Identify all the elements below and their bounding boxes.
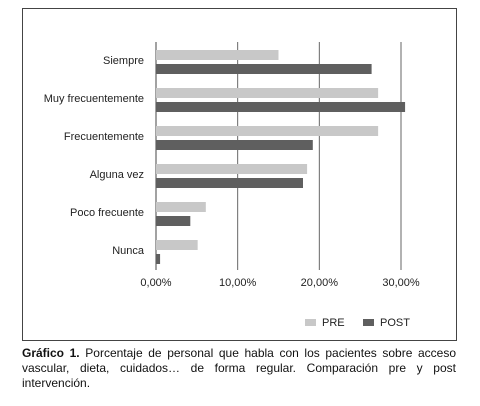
- bar: [156, 254, 161, 264]
- bar: [156, 88, 379, 98]
- bar: [156, 126, 379, 136]
- chart-frame: [22, 8, 457, 341]
- x-tick-label: 20,00%: [301, 277, 339, 289]
- caption-label: Gráfico 1.: [22, 346, 80, 360]
- bar: [156, 178, 303, 188]
- y-tick-label: Nunca: [112, 245, 145, 257]
- caption-text: Porcentaje de personal que habla con los…: [22, 346, 457, 390]
- legend-swatch: [305, 319, 316, 326]
- bar: [156, 216, 191, 226]
- legend-label: POST: [380, 317, 410, 329]
- bar: [156, 102, 406, 112]
- legend-swatch: [363, 319, 374, 326]
- x-tick-label: 0,00%: [140, 277, 171, 289]
- bar: [156, 202, 206, 212]
- bar: [156, 64, 372, 74]
- y-tick-label: Frecuentemente: [64, 131, 144, 143]
- caption: Gráfico 1. Porcentaje de personal que ha…: [22, 346, 456, 391]
- bar: [156, 140, 313, 150]
- bar: [156, 50, 279, 60]
- x-tick-label: 30,00%: [382, 277, 420, 289]
- y-tick-label: Siempre: [103, 55, 144, 67]
- x-tick-label: 10,00%: [219, 277, 257, 289]
- y-tick-label: Muy frecuentemente: [44, 93, 144, 105]
- y-tick-label: Poco frecuente: [70, 207, 144, 219]
- bar: [156, 240, 198, 250]
- y-tick-label: Alguna vez: [90, 169, 144, 181]
- legend-label: PRE: [322, 317, 345, 329]
- bar: [156, 164, 308, 174]
